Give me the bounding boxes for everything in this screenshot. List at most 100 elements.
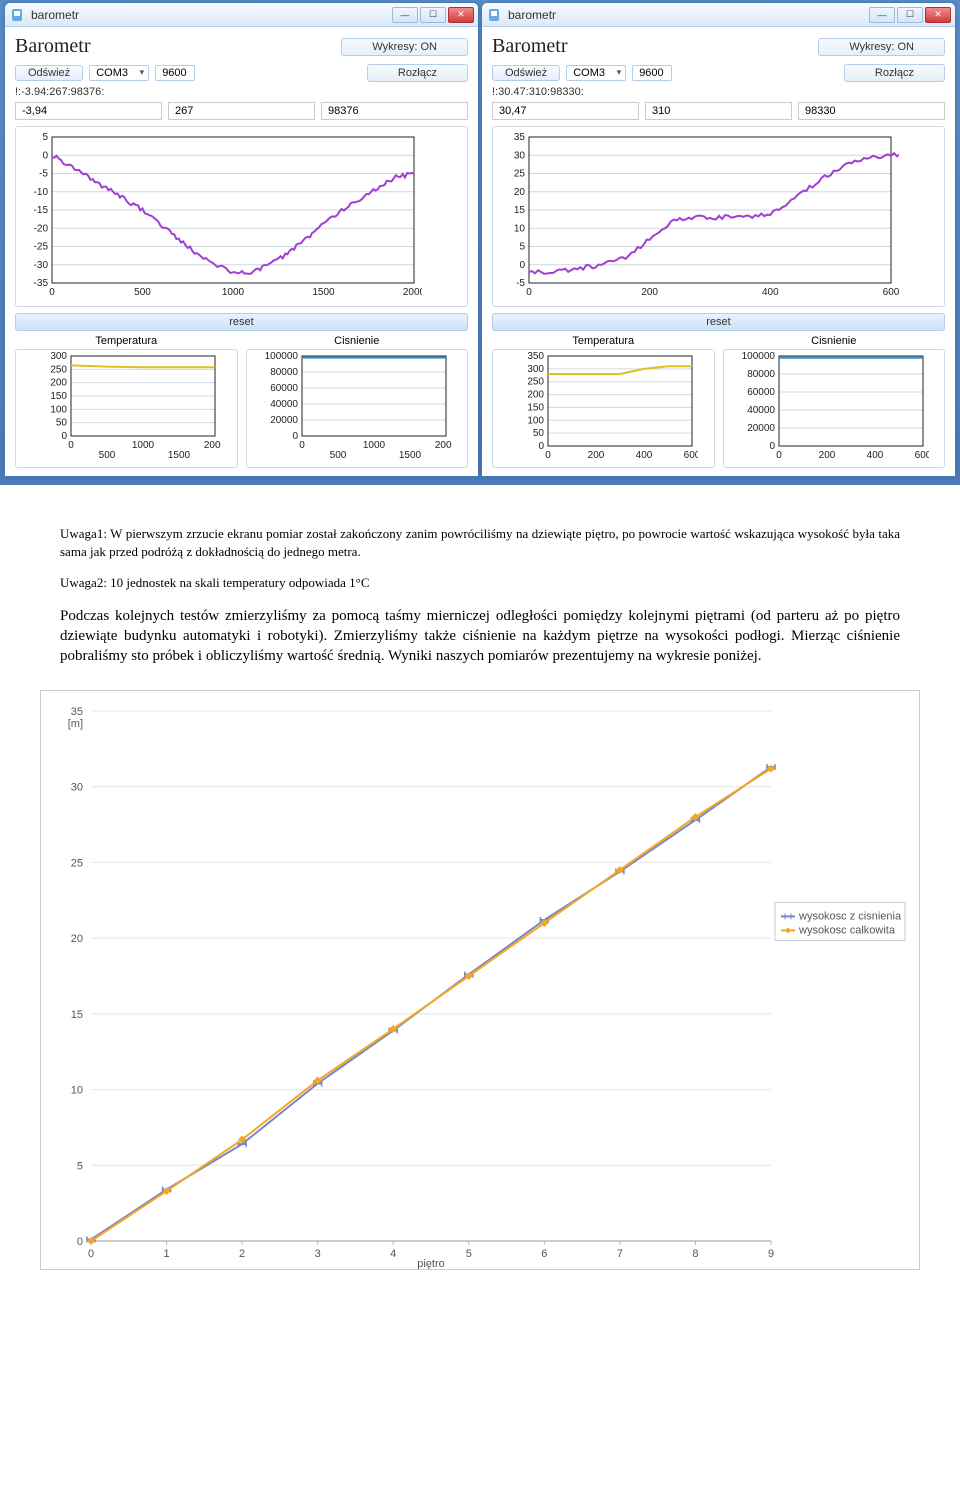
note-2: Uwaga2: 10 jednostek na skali temperatur…: [60, 574, 900, 592]
svg-text:400: 400: [762, 287, 779, 298]
svg-text:-20: -20: [34, 223, 49, 234]
svg-text:1500: 1500: [168, 450, 191, 461]
svg-text:3: 3: [315, 1248, 321, 1260]
titlebar[interactable]: barometr — ☐ ✕: [482, 3, 955, 27]
maximize-button[interactable]: ☐: [897, 7, 923, 23]
svg-text:100: 100: [51, 404, 68, 415]
svg-text:5: 5: [77, 1161, 83, 1173]
svg-text:0: 0: [88, 1248, 94, 1260]
window-title: barometr: [31, 8, 392, 22]
svg-text:0: 0: [526, 287, 532, 298]
value-box-2: 98376: [321, 102, 468, 120]
reset-button[interactable]: reset: [492, 313, 945, 331]
disconnect-button[interactable]: Rozłącz: [844, 64, 945, 82]
svg-text:150: 150: [528, 402, 545, 413]
main-chart-frame: -35-30-25-20-15-10-5050500100015002000: [15, 126, 468, 307]
svg-text:100: 100: [528, 415, 545, 426]
app-heading: Barometr: [492, 35, 818, 58]
app-window-1: barometr — ☐ ✕ Barometr Wykresy: ON Odśw…: [481, 2, 956, 477]
refresh-button[interactable]: Odśwież: [492, 65, 560, 81]
svg-text:5: 5: [466, 1248, 472, 1260]
svg-text:5: 5: [42, 132, 48, 143]
main-chart: -35-30-25-20-15-10-5050500100015002000: [22, 131, 422, 301]
svg-text:10: 10: [514, 223, 526, 234]
svg-text:20000: 20000: [747, 423, 775, 434]
minimize-button[interactable]: —: [392, 7, 418, 23]
svg-text:10: 10: [71, 1085, 83, 1097]
svg-text:8: 8: [692, 1248, 698, 1260]
svg-text:5: 5: [519, 242, 525, 253]
svg-text:500: 500: [134, 287, 151, 298]
svg-text:2: 2: [239, 1248, 245, 1260]
maximize-button[interactable]: ☐: [420, 7, 446, 23]
mini-chart-1: 0200004000060000800001000000200400600: [739, 352, 929, 462]
svg-text:150: 150: [51, 391, 68, 402]
svg-text:1000: 1000: [363, 440, 386, 451]
svg-text:300: 300: [528, 364, 545, 375]
svg-text:4: 4: [390, 1248, 396, 1260]
svg-text:100000: 100000: [264, 352, 298, 362]
svg-text:1000: 1000: [222, 287, 245, 298]
com-port-select[interactable]: COM3: [89, 65, 149, 81]
svg-text:200: 200: [51, 378, 68, 389]
svg-text:100000: 100000: [741, 352, 775, 362]
svg-text:35: 35: [514, 132, 526, 143]
main-chart-frame: -5051015202530350200400600: [492, 126, 945, 307]
mini-chart-title-1: Cisnienie: [723, 335, 946, 347]
svg-text:60000: 60000: [270, 383, 298, 394]
svg-text:0: 0: [519, 260, 525, 271]
svg-text:500: 500: [99, 450, 116, 461]
charts-toggle-button[interactable]: Wykresy: ON: [818, 38, 945, 56]
paragraph-main: Podczas kolejnych testów zmierzyliśmy za…: [60, 606, 900, 667]
svg-text:20: 20: [71, 934, 83, 946]
svg-text:[m]: [m]: [68, 718, 83, 730]
mini-chart-title-0: Temperatura: [492, 335, 715, 347]
charts-toggle-button[interactable]: Wykresy: ON: [341, 38, 468, 56]
svg-text:500: 500: [329, 450, 346, 461]
svg-text:0: 0: [68, 440, 74, 451]
baud-input[interactable]: 9600: [632, 65, 672, 81]
svg-text:0: 0: [776, 450, 782, 461]
svg-text:6: 6: [541, 1248, 547, 1260]
svg-text:-25: -25: [34, 242, 49, 253]
svg-text:200: 200: [818, 450, 835, 461]
svg-text:-5: -5: [516, 278, 525, 289]
minimize-button[interactable]: —: [869, 7, 895, 23]
svg-text:30: 30: [71, 782, 83, 794]
svg-text:400: 400: [636, 450, 653, 461]
svg-text:30: 30: [514, 150, 526, 161]
svg-text:0: 0: [62, 431, 68, 442]
baud-input[interactable]: 9600: [155, 65, 195, 81]
svg-text:0: 0: [42, 150, 48, 161]
svg-text:0: 0: [299, 440, 305, 451]
value-box-0: -3,94: [15, 102, 162, 120]
svg-text:35: 35: [71, 706, 83, 718]
svg-text:1500: 1500: [399, 450, 422, 461]
svg-text:80000: 80000: [270, 367, 298, 378]
mini-chart-title-0: Temperatura: [15, 335, 238, 347]
raw-data-line: !:-3.94:267:98376:: [15, 86, 468, 98]
svg-text:0: 0: [539, 441, 545, 452]
close-button[interactable]: ✕: [448, 7, 474, 23]
com-port-select[interactable]: COM3: [566, 65, 626, 81]
svg-text:600: 600: [883, 287, 899, 298]
svg-text:25: 25: [514, 169, 526, 180]
mini-chart-title-1: Cisnienie: [246, 335, 469, 347]
svg-text:50: 50: [533, 428, 545, 439]
svg-text:80000: 80000: [747, 369, 775, 380]
svg-text:2000: 2000: [435, 440, 452, 451]
svg-text:600: 600: [914, 450, 928, 461]
close-button[interactable]: ✕: [925, 7, 951, 23]
svg-text:350: 350: [528, 352, 545, 362]
reset-button[interactable]: reset: [15, 313, 468, 331]
disconnect-button[interactable]: Rozłącz: [367, 64, 468, 82]
svg-text:250: 250: [51, 364, 68, 375]
app-icon: [9, 7, 25, 23]
mini-chart-1: 0200004000060000800001000000500100015002…: [262, 352, 452, 462]
svg-text:-10: -10: [34, 187, 49, 198]
refresh-button[interactable]: Odśwież: [15, 65, 83, 81]
svg-text:2000: 2000: [403, 287, 422, 298]
svg-text:wysokosc calkowita: wysokosc calkowita: [798, 925, 896, 937]
value-box-1: 310: [645, 102, 792, 120]
titlebar[interactable]: barometr — ☐ ✕: [5, 3, 478, 27]
